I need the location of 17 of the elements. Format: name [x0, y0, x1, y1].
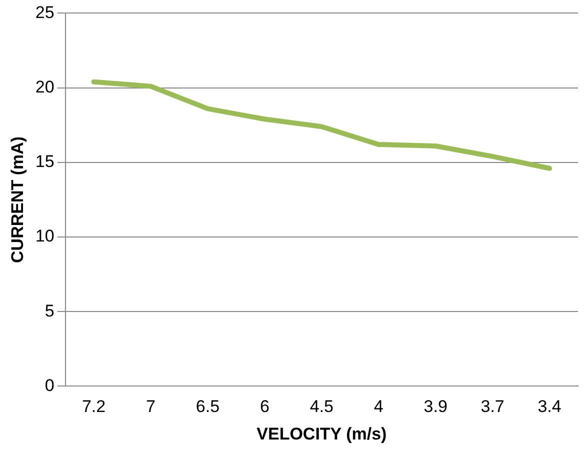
x-tick-label: 4 — [374, 397, 384, 416]
x-tick-label: 3.9 — [424, 397, 448, 416]
x-tick-label: 6 — [260, 397, 270, 416]
x-tick-label: 3.4 — [538, 397, 562, 416]
x-tick-label: 7 — [146, 397, 156, 416]
y-tick-label: 0 — [44, 376, 54, 395]
x-tick-label: 3.7 — [480, 397, 504, 416]
x-tick-label: 4.5 — [310, 397, 334, 416]
x-tick-label: 7.2 — [82, 397, 106, 416]
x-tick-label: 6.5 — [196, 397, 220, 416]
y-tick-label: 20 — [35, 77, 54, 96]
y-tick-label: 5 — [44, 301, 54, 320]
y-tick-label: 10 — [35, 226, 54, 246]
y-tick-label: 15 — [35, 152, 54, 172]
y-axis-title: CURRENT (mA) — [8, 136, 27, 263]
y-tick-label: 25 — [35, 2, 54, 22]
x-axis-title: VELOCITY (m/s) — [256, 424, 387, 444]
